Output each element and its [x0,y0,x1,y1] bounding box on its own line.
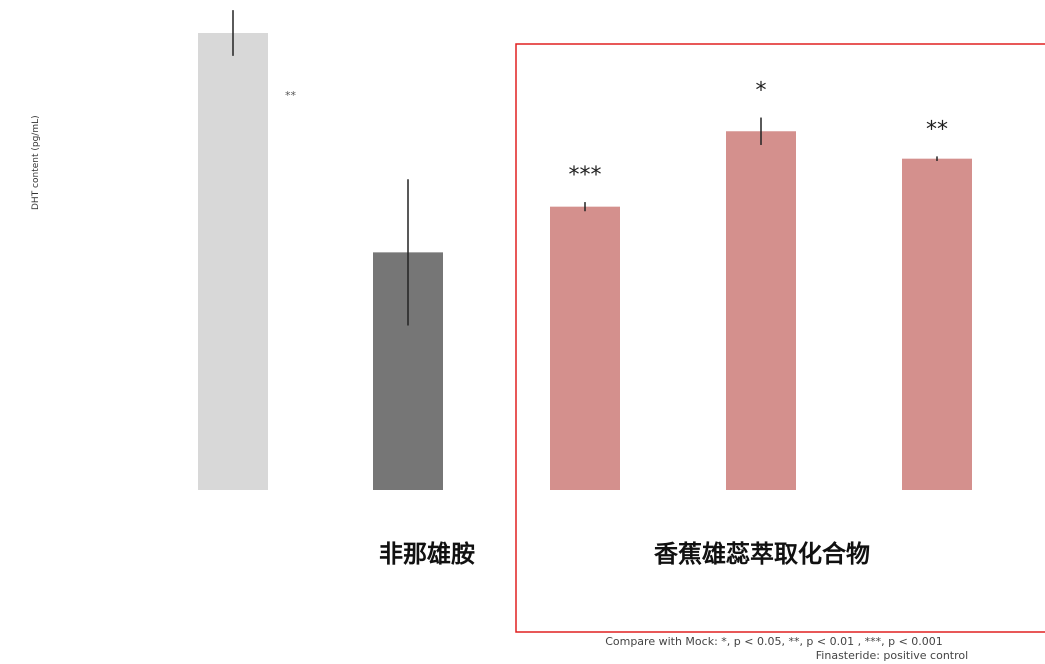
significance-label-3: *** [569,163,602,188]
significance-label-5: ** [926,117,948,142]
y-axis-label: DHT content (pg/mL) [31,115,41,210]
bar-3 [550,206,620,490]
significance-layer: ******** [285,79,948,189]
bar-5 [902,158,972,491]
bar-1 [198,33,268,490]
significance-label-1: ** [285,89,297,102]
group-label-finasteride: 非那雄胺 [379,540,475,568]
highlight-box [515,43,1045,633]
bar-4 [726,131,796,490]
footnote-significance: Compare with Mock: *, p < 0.05, **, p < … [605,635,943,648]
group-label-banana-stamen-extract: 香蕉雄蕊萃取化合物 [654,540,870,568]
footnote-positive-control: Finasteride: positive control [816,649,968,662]
error-bars-layer [232,10,938,326]
significance-label-4: * [756,79,767,104]
bars-layer [198,33,972,491]
